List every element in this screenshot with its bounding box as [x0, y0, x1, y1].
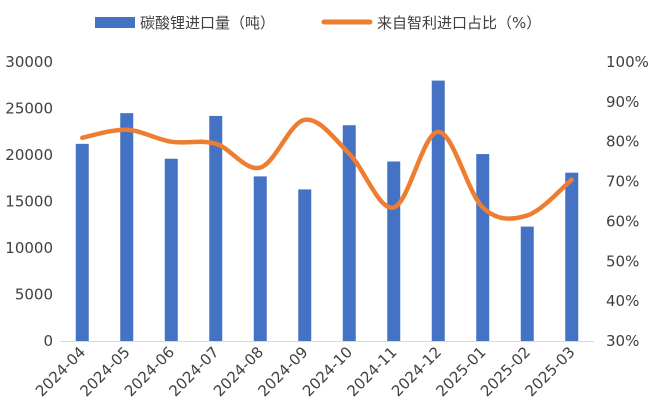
- x-ticks: 2024-042024-052024-062024-072024-082024-…: [32, 343, 579, 400]
- y-left-tick-label: 25000: [5, 100, 53, 118]
- y-left-tick-label: 0: [43, 332, 53, 350]
- y-left-tick-label: 20000: [5, 146, 53, 164]
- bars: [75, 80, 579, 342]
- bar-2024-07: [209, 115, 223, 341]
- line-chile-share: [80, 117, 574, 221]
- x-tick-label: 2025-03: [522, 343, 579, 400]
- bar-2024-05: [120, 113, 134, 342]
- y-left-tick-label: 30000: [5, 53, 53, 71]
- y-right-tick-label: 80%: [606, 133, 639, 151]
- bar-2024-10: [342, 125, 356, 342]
- bar-2024-12: [431, 80, 445, 341]
- bar-2024-06: [164, 158, 178, 341]
- y-left-ticks: 0 5000 10000 15000 20000 25000 30000: [5, 53, 53, 350]
- y-right-tick-label: 30%: [606, 332, 639, 350]
- legend-bar-swatch: [95, 17, 135, 28]
- y-right-ticks: 30% 40% 50% 60% 70% 80% 90% 100%: [606, 53, 649, 350]
- y-right-tick-label: 60%: [606, 212, 639, 230]
- bar-2025-02: [520, 226, 534, 341]
- y-left-tick-label: 5000: [15, 286, 53, 304]
- legend-line-label: 来自智利进口占比（%）: [377, 14, 541, 32]
- bar-2025-01: [476, 154, 490, 341]
- bar-2024-11: [387, 161, 401, 341]
- bar-2024-04: [75, 143, 89, 341]
- y-right-tick-label: 70%: [606, 173, 639, 191]
- y-right-tick-label: 50%: [606, 252, 639, 270]
- bar-2025-03: [565, 172, 579, 341]
- y-right-tick-label: 90%: [606, 93, 639, 111]
- y-left-tick-label: 10000: [5, 239, 53, 257]
- line-series: [80, 117, 574, 221]
- y-right-tick-label: 40%: [606, 292, 639, 310]
- legend: 碳酸锂进口量（吨） 来自智利进口占比（%）: [95, 14, 541, 32]
- bar-2024-08: [253, 176, 267, 341]
- bar-2024-09: [298, 189, 312, 341]
- y-left-tick-label: 15000: [5, 193, 53, 211]
- y-right-tick-label: 100%: [606, 53, 649, 71]
- legend-bar-label: 碳酸锂进口量（吨）: [140, 14, 275, 32]
